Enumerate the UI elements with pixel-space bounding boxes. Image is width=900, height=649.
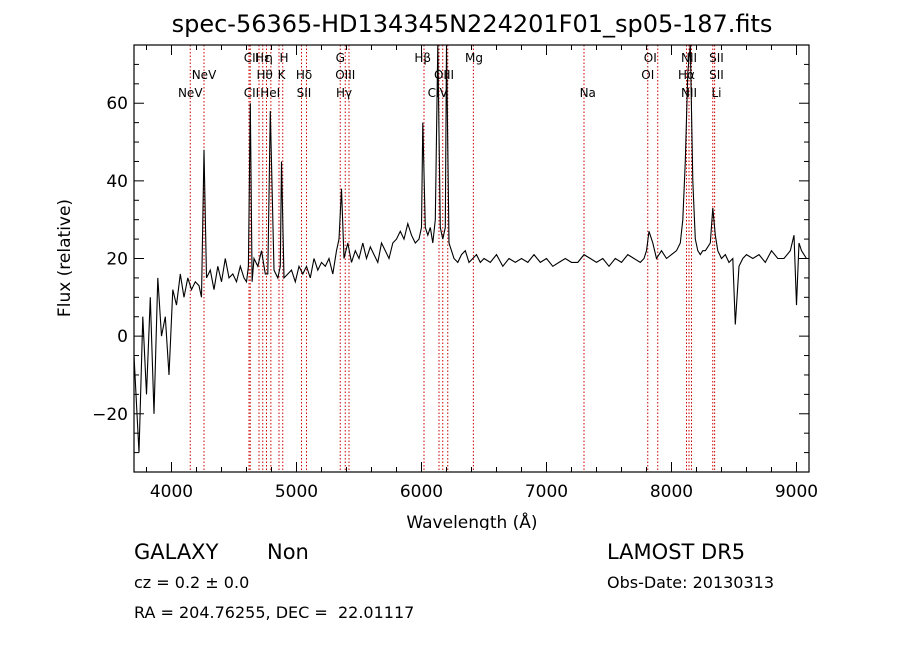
x-tick-label: 9000 [775, 482, 818, 502]
marker-label-27: Li [711, 86, 721, 100]
marker-label-9: H [279, 51, 288, 65]
object-class: GALAXY [134, 540, 219, 564]
x-tick-label: 4000 [150, 482, 193, 502]
marker-label-8: K [278, 68, 287, 82]
survey-name: LAMOST DR5 [607, 540, 746, 564]
x-axis-label: Wavelength (Å) [406, 511, 537, 530]
marker-label-14: Hγ [336, 86, 352, 100]
marker-label-6: η [265, 51, 273, 65]
marker-label-2: CII [244, 51, 259, 65]
emission-line-labels: NeVNeVCIICIIHεHθηHeIKHHδSIIGOIIIHγHβOIII… [178, 51, 724, 100]
marker-label-18: Mg [465, 51, 483, 65]
marker-label-0: NeV [178, 86, 203, 100]
marker-label-26: SII [709, 68, 724, 82]
marker-label-19: Na [580, 86, 596, 100]
y-tick-label: 60 [106, 94, 128, 114]
marker-label-23: Hα [678, 68, 695, 82]
spectrum-line [133, 44, 809, 453]
marker-label-3: CII [244, 86, 259, 100]
y-tick-label: −20 [92, 405, 128, 425]
object-subclass: Non [267, 540, 309, 564]
chart-title: spec-56365-HD134345N224201F01_sp05-187.f… [172, 10, 773, 38]
marker-label-20: OI [644, 51, 657, 65]
marker-label-13: OIII [335, 68, 355, 82]
marker-label-12: G [336, 51, 345, 65]
observation-date: Obs-Date: 20130313 [607, 573, 775, 592]
marker-label-24: NII [681, 86, 697, 100]
axis-ticks: 4000 5000 6000 7000 8000 9000 −20 0 20 40 60 [92, 45, 818, 502]
marker-label-1: NeV [192, 68, 217, 82]
marker-label-7: HeI [260, 86, 280, 100]
redshift-cz: cz = 0.2 ± 0.0 [134, 573, 250, 592]
x-tick-label: 6000 [400, 482, 443, 502]
marker-label-11: SII [297, 86, 312, 100]
x-tick-label: 8000 [650, 482, 693, 502]
marker-label-21: OI [641, 68, 654, 82]
y-tick-label: 20 [106, 250, 128, 270]
plot-frame [133, 44, 810, 473]
x-tick-label: 7000 [525, 482, 568, 502]
marker-label-25: SII [709, 51, 724, 65]
marker-label-16: OIII [434, 68, 454, 82]
spectrum-chart: spec-56365-HD134345N224201F01_sp05-187.f… [55, 10, 818, 530]
y-tick-label: 0 [117, 327, 128, 347]
x-tick-label: 5000 [275, 482, 318, 502]
coordinates: RA = 204.76255, DEC = 22.01117 [134, 603, 415, 622]
y-tick-label: 40 [106, 172, 128, 192]
marker-label-15: Hβ [414, 51, 431, 65]
marker-label-4: Hε [255, 51, 271, 65]
marker-label-5: Hθ [256, 68, 272, 82]
emission-line-markers [189, 45, 716, 472]
y-axis-label: Flux (relative) [55, 199, 75, 317]
marker-label-10: Hδ [296, 68, 312, 82]
